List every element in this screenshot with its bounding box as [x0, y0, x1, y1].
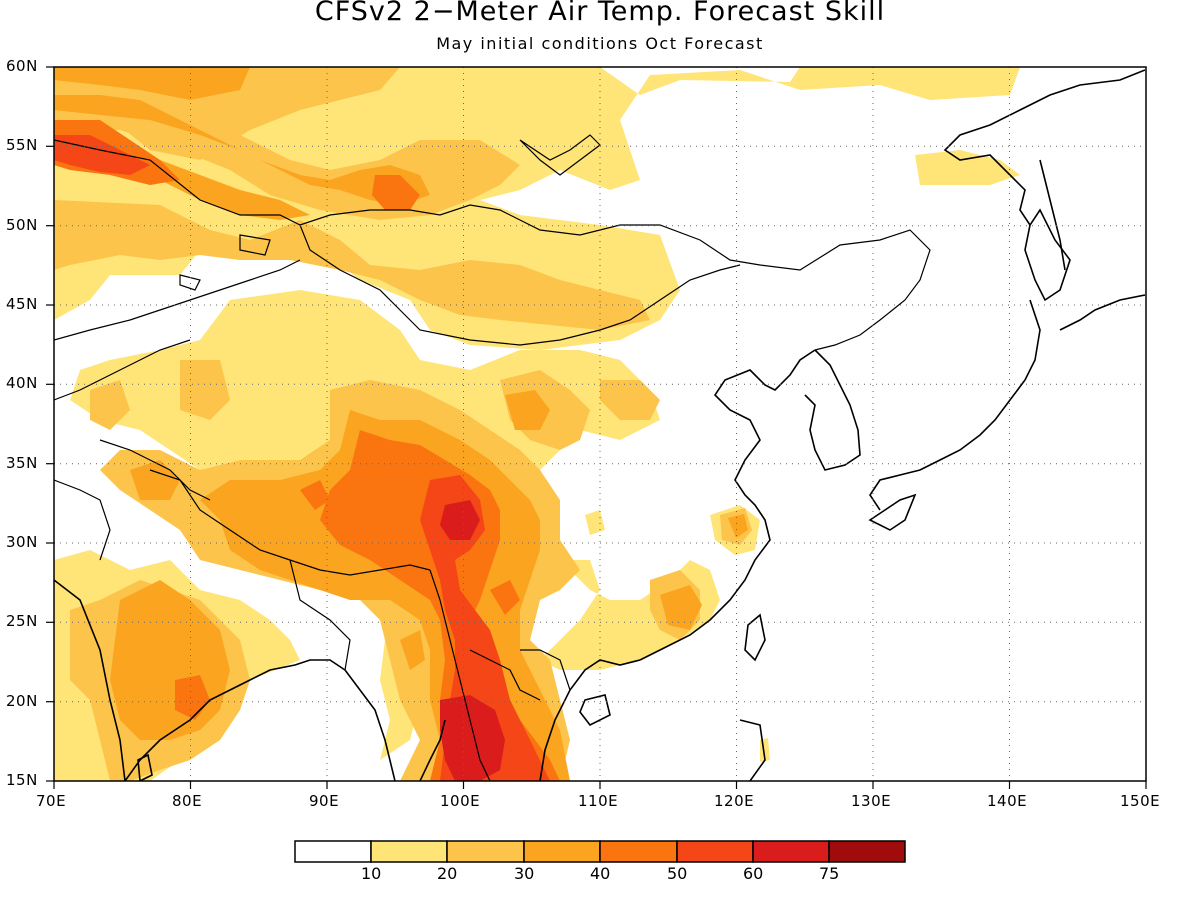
- y-axis-label: 40N: [6, 374, 38, 392]
- chart-title: CFSv2 2−Meter Air Temp. Forecast Skill: [314, 0, 886, 27]
- colorbar-label: 30: [514, 864, 535, 883]
- y-axis-label: 30N: [6, 533, 38, 551]
- y-axis-label: 35N: [6, 454, 38, 472]
- x-axis-label: 70E: [36, 792, 67, 810]
- y-axis-label: 25N: [6, 612, 38, 630]
- y-axis-label: 45N: [6, 295, 38, 313]
- x-axis-label: 80E: [172, 792, 203, 810]
- x-axis-label: 140E: [987, 792, 1028, 810]
- colorbar-box-3: [523, 840, 601, 863]
- chart-subtitle: May initial conditions Oct Forecast: [436, 34, 764, 53]
- colorbar-label: 20: [437, 864, 458, 883]
- colorbar-box-4: [599, 840, 678, 863]
- x-axis-label: 90E: [309, 792, 340, 810]
- colorbar-box-5: [676, 840, 754, 863]
- grid-lines: [54, 67, 1146, 781]
- colorbar-label: 50: [667, 864, 688, 883]
- colorbar: [294, 840, 906, 863]
- colorbar-label: 40: [590, 864, 611, 883]
- axis-ticks: [46, 66, 1147, 789]
- colorbar-label: 10: [361, 864, 382, 883]
- y-axis-label: 50N: [6, 216, 38, 234]
- colorbar-box-1: [370, 840, 448, 863]
- colorbar-box-0: [294, 840, 372, 863]
- y-axis-label: 15N: [6, 771, 38, 789]
- colorbar-box-7: [828, 840, 906, 863]
- colorbar-box-6: [752, 840, 830, 863]
- y-axis-label: 60N: [6, 57, 38, 75]
- skill-shading: [54, 67, 1020, 781]
- coastlines: [54, 69, 1146, 781]
- colorbar-label: 75: [819, 864, 840, 883]
- y-axis-label: 55N: [6, 136, 38, 154]
- y-axis-label: 20N: [6, 692, 38, 710]
- x-axis-label: 110E: [578, 792, 619, 810]
- colorbar-box-2: [446, 840, 525, 863]
- x-axis-label: 130E: [851, 792, 892, 810]
- x-axis-label: 150E: [1120, 792, 1161, 810]
- colorbar-label: 60: [743, 864, 764, 883]
- x-axis-label: 100E: [440, 792, 481, 810]
- x-axis-label: 120E: [714, 792, 755, 810]
- political-borders: [54, 139, 931, 781]
